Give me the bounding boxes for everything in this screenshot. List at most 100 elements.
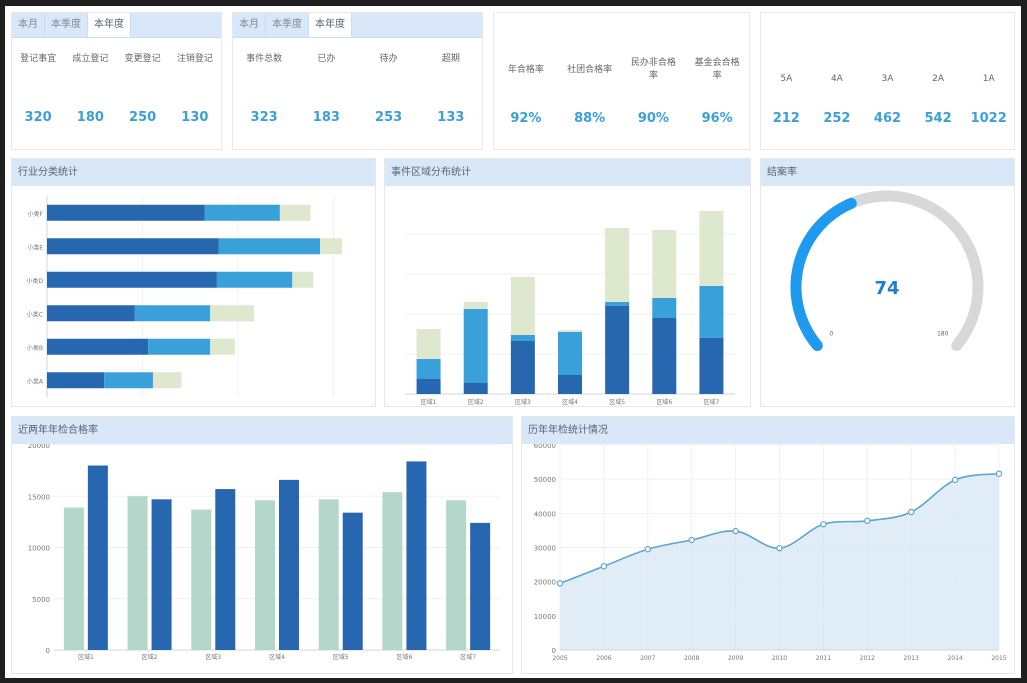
data-point <box>600 563 608 570</box>
biennial-chart: 0 5000 10000 15000 20000 区域1 区域2 区域3 区域4 区域5 区域6 区域… <box>28 444 500 661</box>
tab-year[interactable]: 本年度 <box>309 13 352 37</box>
stat-value: 253 <box>375 110 403 125</box>
region-chart: 区域1 区域2 区域3 区域4 区域5 区域6 区域7 <box>405 211 735 406</box>
category-label: 区域4 <box>269 653 285 661</box>
bar-segment <box>510 335 535 341</box>
bar-segment <box>558 332 582 375</box>
category-label: 小类C <box>27 310 43 318</box>
category-label: 区域7 <box>460 653 476 661</box>
x-tick-label: 2008 <box>684 655 699 662</box>
bar <box>151 499 172 650</box>
data-point <box>864 517 871 525</box>
event-period-tabs: 本月 本季度 本年度 <box>233 13 482 38</box>
stat-value: 130 <box>181 110 209 125</box>
registration-period-tabs: 本月 本季度 本年度 <box>12 13 221 38</box>
dashboard-screen: 本月 本季度 本年度 登记事宜 成立登记 变更登记 注销登记 320 180 2… <box>5 6 1021 678</box>
bar <box>255 500 275 650</box>
x-tick-label: 2012 <box>860 655 875 662</box>
bar <box>446 500 467 650</box>
bar <box>318 499 339 650</box>
bar-segment <box>218 238 320 255</box>
x-tick-label: 2015 <box>991 655 1006 662</box>
panel-title: 结案率 <box>761 159 1014 186</box>
bar-segment <box>699 211 724 286</box>
bar-segment <box>652 298 677 318</box>
bar-segment <box>699 338 724 394</box>
bar-segment <box>605 228 630 302</box>
y-tick-label: 15000 <box>28 493 50 501</box>
category-label: 小类A <box>27 377 44 385</box>
data-point <box>688 536 695 544</box>
stat-label: 超期 <box>441 54 460 64</box>
category-label: 小类F <box>28 210 44 218</box>
registration-summary-card: 本月 本季度 本年度 登记事宜 成立登记 变更登记 注销登记 320 180 2… <box>11 12 222 150</box>
history-chart: 0 10000 20000 30000 40000 50000 60000 2005 2006 2… <box>534 444 1007 662</box>
category-label: 区域6 <box>656 398 672 406</box>
gauge-value: 74 <box>874 278 899 299</box>
bar-segment <box>652 318 677 394</box>
closing-rate-panel: 结案率 74 0 180 <box>760 158 1015 407</box>
bar-segment <box>699 286 724 338</box>
tab-quarter[interactable]: 本季度 <box>266 13 309 37</box>
bar <box>63 507 84 650</box>
data-point <box>556 580 564 587</box>
panel-title: 事件区域分布统计 <box>385 159 750 186</box>
tab-month[interactable]: 本月 <box>12 13 45 37</box>
bar-segment <box>47 238 219 255</box>
bar-segment <box>47 338 149 355</box>
tab-quarter[interactable]: 本季度 <box>45 13 88 37</box>
industry-chart-panel: 行业分类统计 小类F 小类E 小类D 小类C 小类B 小类A <box>11 158 376 407</box>
category-label: 区域4 <box>562 398 578 406</box>
data-point <box>732 527 739 535</box>
category-label: 区域1 <box>78 653 94 661</box>
bar-segment <box>292 271 314 288</box>
category-label: 区域2 <box>142 653 158 661</box>
category-label: 区域6 <box>397 653 413 661</box>
pass-rate-summary-card: 年合格率 社团合格率 民办非合格率 基金会合格率 92% 88% 90% 96% <box>493 12 750 150</box>
bar-segment <box>279 204 311 221</box>
stat-label: 年合格率 <box>507 64 544 75</box>
category-label: 区域2 <box>468 398 484 406</box>
x-tick-label: 2009 <box>728 655 743 662</box>
x-tick-label: 2013 <box>904 655 919 662</box>
bar <box>215 489 236 650</box>
tab-year[interactable]: 本年度 <box>88 13 131 37</box>
bar-segment <box>210 338 236 355</box>
stat-value: 323 <box>250 110 278 125</box>
tab-month[interactable]: 本月 <box>233 13 266 37</box>
x-tick-label: 2014 <box>947 655 962 662</box>
bar-segment <box>558 375 582 394</box>
stat-value: 252 <box>823 111 851 126</box>
y-tick-label: 0 <box>552 647 556 655</box>
stat-value: 96% <box>701 111 733 126</box>
bar <box>382 492 403 650</box>
category-label: 区域5 <box>609 398 625 406</box>
industry-chart: 小类F 小类E 小类D 小类C 小类B 小类A <box>26 196 342 397</box>
bar-segment <box>148 338 211 355</box>
stat-label: 成立登记 <box>72 54 109 64</box>
region-chart-panel: 事件区域分布统计 区域1 区域2 区域3 区域4 区域5 区域6 区域7 <box>384 158 751 407</box>
bar-segment <box>47 372 105 389</box>
stat-label: 已办 <box>317 54 336 64</box>
bar-segment <box>510 277 535 335</box>
stat-label: 注销登记 <box>176 54 213 64</box>
data-point <box>951 476 959 484</box>
biennial-chart-panel: 近两年年检合格率 0 5000 10000 15000 20000 区域1 区域2 区域3 区域… <box>11 416 513 674</box>
stat-value: 92% <box>510 111 542 126</box>
y-tick-label: 60000 <box>534 444 556 450</box>
stat-value: 1022 <box>970 111 1007 126</box>
category-label: 区域3 <box>515 398 531 406</box>
stat-value: 183 <box>312 110 340 125</box>
stat-label: 5A <box>780 74 793 84</box>
bar-segment <box>47 204 205 221</box>
stat-label: 4A <box>830 74 843 84</box>
bar-segment <box>463 383 488 394</box>
stat-value: 542 <box>924 111 952 126</box>
event-summary-card: 本月 本季度 本年度 事件总数 已办 待办 超期 323 183 253 133 <box>232 12 483 150</box>
x-tick-label: 2007 <box>640 655 655 662</box>
bar-segment <box>558 330 582 332</box>
bar-segment <box>152 372 182 389</box>
stat-value: 133 <box>437 110 465 125</box>
stat-label: 变更登记 <box>124 54 161 64</box>
stat-value: 320 <box>24 110 52 125</box>
